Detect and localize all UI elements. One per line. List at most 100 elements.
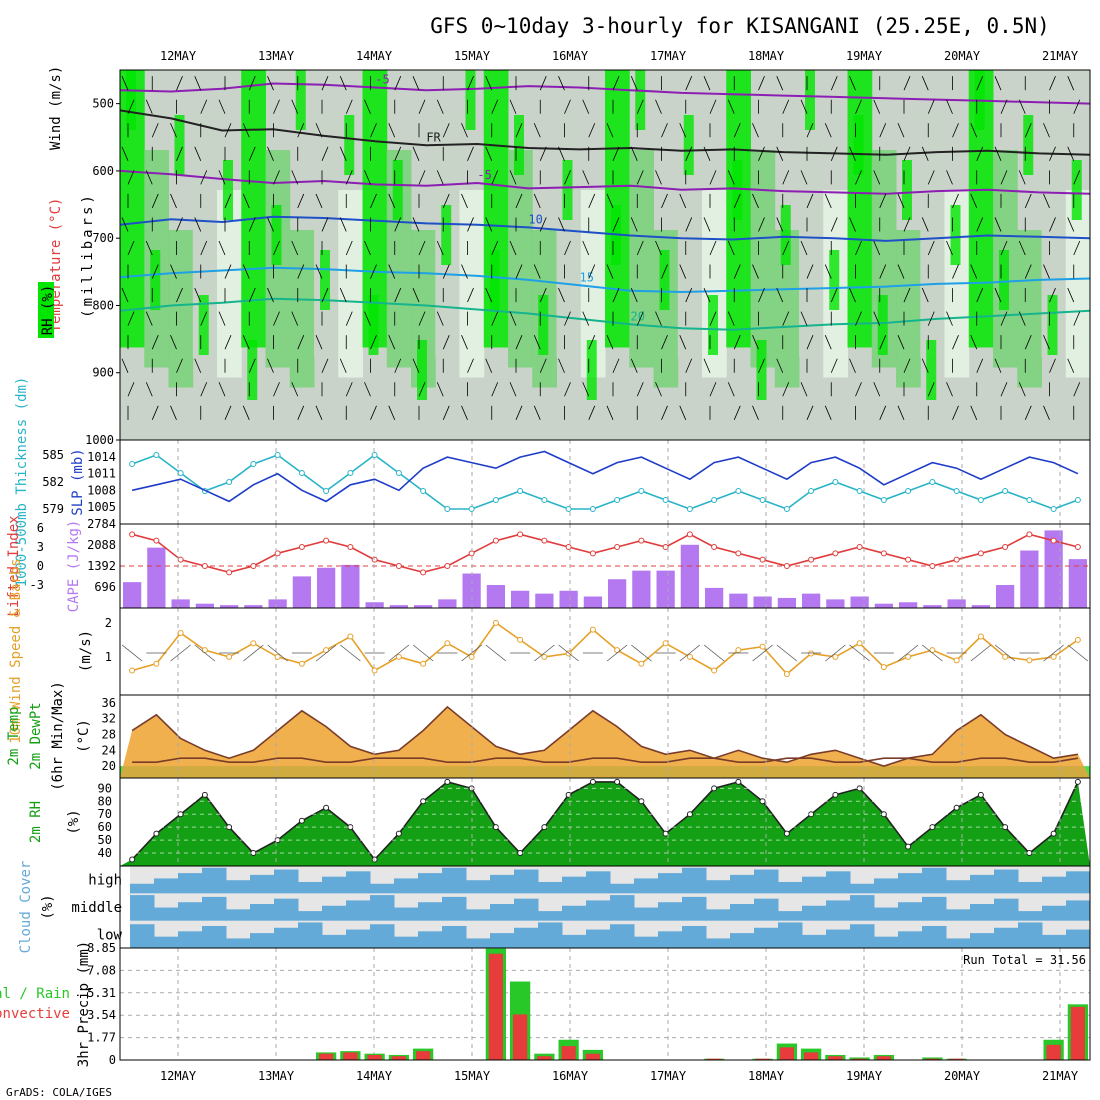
wind-barb — [782, 99, 790, 114]
wind-barb — [806, 193, 814, 209]
wind-barb — [806, 335, 814, 350]
thickness-line-point — [589, 506, 596, 512]
wind-barb — [824, 264, 832, 279]
wind-barb — [588, 405, 596, 420]
cape-bar — [171, 599, 190, 608]
wind-barb — [170, 123, 177, 138]
cloud-cell — [898, 902, 923, 921]
cloud-cell — [1018, 911, 1043, 921]
precip-convective-bar — [925, 1058, 940, 1060]
wind-barb — [636, 311, 644, 326]
wind-barb — [903, 76, 911, 91]
cloud-cell — [202, 896, 227, 921]
slp-tick-label: 1014 — [87, 450, 116, 464]
top-day-label: 15MAY — [454, 49, 491, 63]
wind-barb — [339, 146, 347, 161]
wind-barb — [267, 358, 274, 373]
cape-bar — [899, 602, 918, 608]
wind-barb — [564, 382, 571, 397]
cloud-cell — [850, 895, 875, 921]
wind-barb — [946, 240, 953, 256]
lifted-index-line — [131, 533, 1079, 574]
rh-moist-patch — [902, 160, 912, 220]
wind10-unit-label: (m/s) — [78, 630, 94, 672]
rh2m-tick-label: 60 — [98, 820, 112, 834]
thickness-line-point — [1050, 506, 1057, 512]
wind-barb — [267, 287, 274, 303]
cloud-cell — [994, 869, 1019, 894]
wind-barb — [655, 382, 662, 397]
isotherm-line — [119, 169, 1091, 195]
cloud-cell — [826, 929, 851, 948]
wind-barb — [630, 287, 638, 303]
cloud-cell — [298, 922, 323, 948]
cloud-cell — [970, 874, 995, 894]
rh-moist-patch — [320, 250, 330, 310]
cloud-cell — [490, 874, 515, 894]
wind-barb — [849, 146, 856, 161]
wind-speed-line-point — [977, 633, 984, 640]
rh-moist-patch — [198, 295, 209, 355]
thickness-line-point — [977, 497, 984, 503]
wind-barb — [976, 287, 984, 303]
thickness-tick-label: 579 — [42, 502, 64, 516]
cloud-cell — [130, 883, 155, 894]
wind-speed-line-point — [832, 653, 839, 660]
cloud-cell — [466, 909, 491, 921]
wind-barb — [509, 99, 517, 114]
lifted-index-line-point — [589, 550, 596, 557]
wind-barb — [612, 217, 620, 232]
wind-barb — [339, 358, 347, 373]
wind-barb — [1018, 311, 1026, 326]
wind-barb — [776, 146, 784, 161]
thickness-tick-label: 582 — [42, 475, 64, 489]
precip-convective-bar — [537, 1056, 552, 1060]
isotherm-line — [119, 297, 1091, 331]
cloud-cell — [466, 938, 491, 948]
wind-barb — [315, 405, 323, 420]
wind-barb — [582, 170, 590, 185]
rh2m-line-point — [323, 804, 330, 811]
cape-tick-label: 2784 — [87, 517, 116, 531]
wind-barb — [485, 358, 493, 373]
cape-bar — [971, 605, 990, 608]
temp-tick-label: 24 — [102, 743, 116, 757]
wind-barb — [218, 170, 226, 185]
cape-bar — [220, 605, 239, 608]
cloud-cell — [586, 871, 611, 894]
wind-barb — [370, 405, 377, 420]
chart-title: GFS 0~10day 3-hourly for KISANGANI (25.2… — [430, 14, 1050, 38]
rh2m-line — [131, 781, 1079, 861]
rh2m-line-point — [298, 817, 305, 824]
wind-barb — [800, 240, 808, 256]
top-day-label: 17MAY — [650, 49, 687, 63]
rh-column — [289, 230, 315, 388]
wind-barb — [752, 335, 759, 350]
rh-moist-patch — [344, 115, 355, 175]
cloud-cell — [298, 911, 323, 921]
wind-barb — [612, 76, 620, 91]
wind-barb — [539, 217, 547, 232]
wind-barb — [733, 264, 741, 279]
wind-barb — [879, 264, 887, 279]
wind-barb — [994, 217, 1002, 232]
wind-barb — [897, 123, 905, 138]
cloud-cell — [178, 931, 203, 948]
cape-bar — [632, 570, 651, 608]
wind-barb — [897, 193, 905, 209]
wind-barb — [1018, 240, 1026, 256]
temp-line — [131, 705, 1079, 767]
wind-barb — [194, 146, 202, 161]
thickness-line-point — [468, 506, 475, 512]
isotherm-line — [119, 109, 1091, 156]
precip-convective-bar — [391, 1056, 406, 1060]
wind-barb — [194, 287, 202, 303]
lifted-index-line-point — [395, 563, 402, 569]
precip-panel-frame — [119, 947, 1091, 1061]
wind-barb — [485, 217, 493, 232]
wind-barb — [200, 99, 208, 114]
wind-tick-label: 1 — [105, 650, 112, 664]
thickness-line-point — [347, 470, 354, 476]
rh2m-line-point — [783, 830, 790, 837]
cloud-cell — [778, 922, 803, 948]
